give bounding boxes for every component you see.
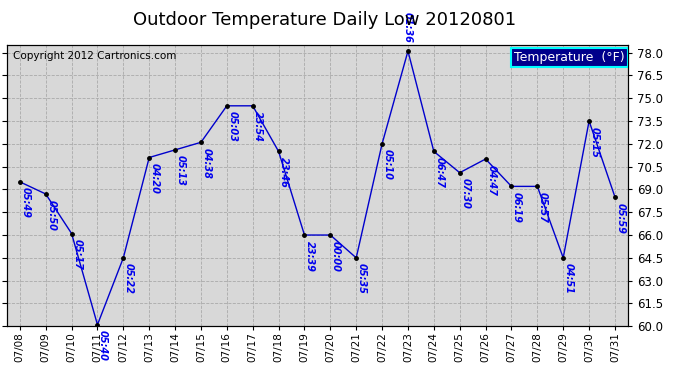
- Text: 05:50: 05:50: [46, 200, 57, 230]
- Text: 06:19: 06:19: [512, 192, 522, 223]
- Text: 05:15: 05:15: [590, 127, 600, 158]
- Text: 05:59: 05:59: [615, 202, 626, 234]
- Text: 05:57: 05:57: [538, 192, 548, 223]
- Text: 04:38: 04:38: [201, 148, 212, 179]
- Text: Outdoor Temperature Daily Low 20120801: Outdoor Temperature Daily Low 20120801: [132, 11, 516, 29]
- Text: 05:03: 05:03: [228, 111, 237, 142]
- Text: 01:36: 01:36: [403, 12, 413, 43]
- Text: Temperature  (°F): Temperature (°F): [514, 51, 625, 64]
- Text: 04:51: 04:51: [564, 263, 574, 294]
- Text: 04:47: 04:47: [486, 165, 496, 195]
- Text: 05:10: 05:10: [383, 149, 393, 180]
- Text: 05:13: 05:13: [176, 156, 186, 186]
- Text: 04:20: 04:20: [150, 163, 160, 194]
- Text: 05:17: 05:17: [72, 239, 82, 270]
- Text: 23:39: 23:39: [305, 241, 315, 272]
- Text: 07:30: 07:30: [460, 178, 471, 209]
- Text: 23:46: 23:46: [279, 157, 289, 188]
- Text: 05:22: 05:22: [124, 263, 134, 294]
- Text: 06:47: 06:47: [435, 157, 444, 188]
- Text: 05:49: 05:49: [21, 188, 30, 218]
- Text: 05:35: 05:35: [357, 263, 367, 294]
- Text: 00:00: 00:00: [331, 241, 341, 272]
- Text: Copyright 2012 Cartronics.com: Copyright 2012 Cartronics.com: [13, 51, 177, 61]
- Text: 23:54: 23:54: [253, 111, 264, 142]
- Text: 05:40: 05:40: [98, 330, 108, 361]
